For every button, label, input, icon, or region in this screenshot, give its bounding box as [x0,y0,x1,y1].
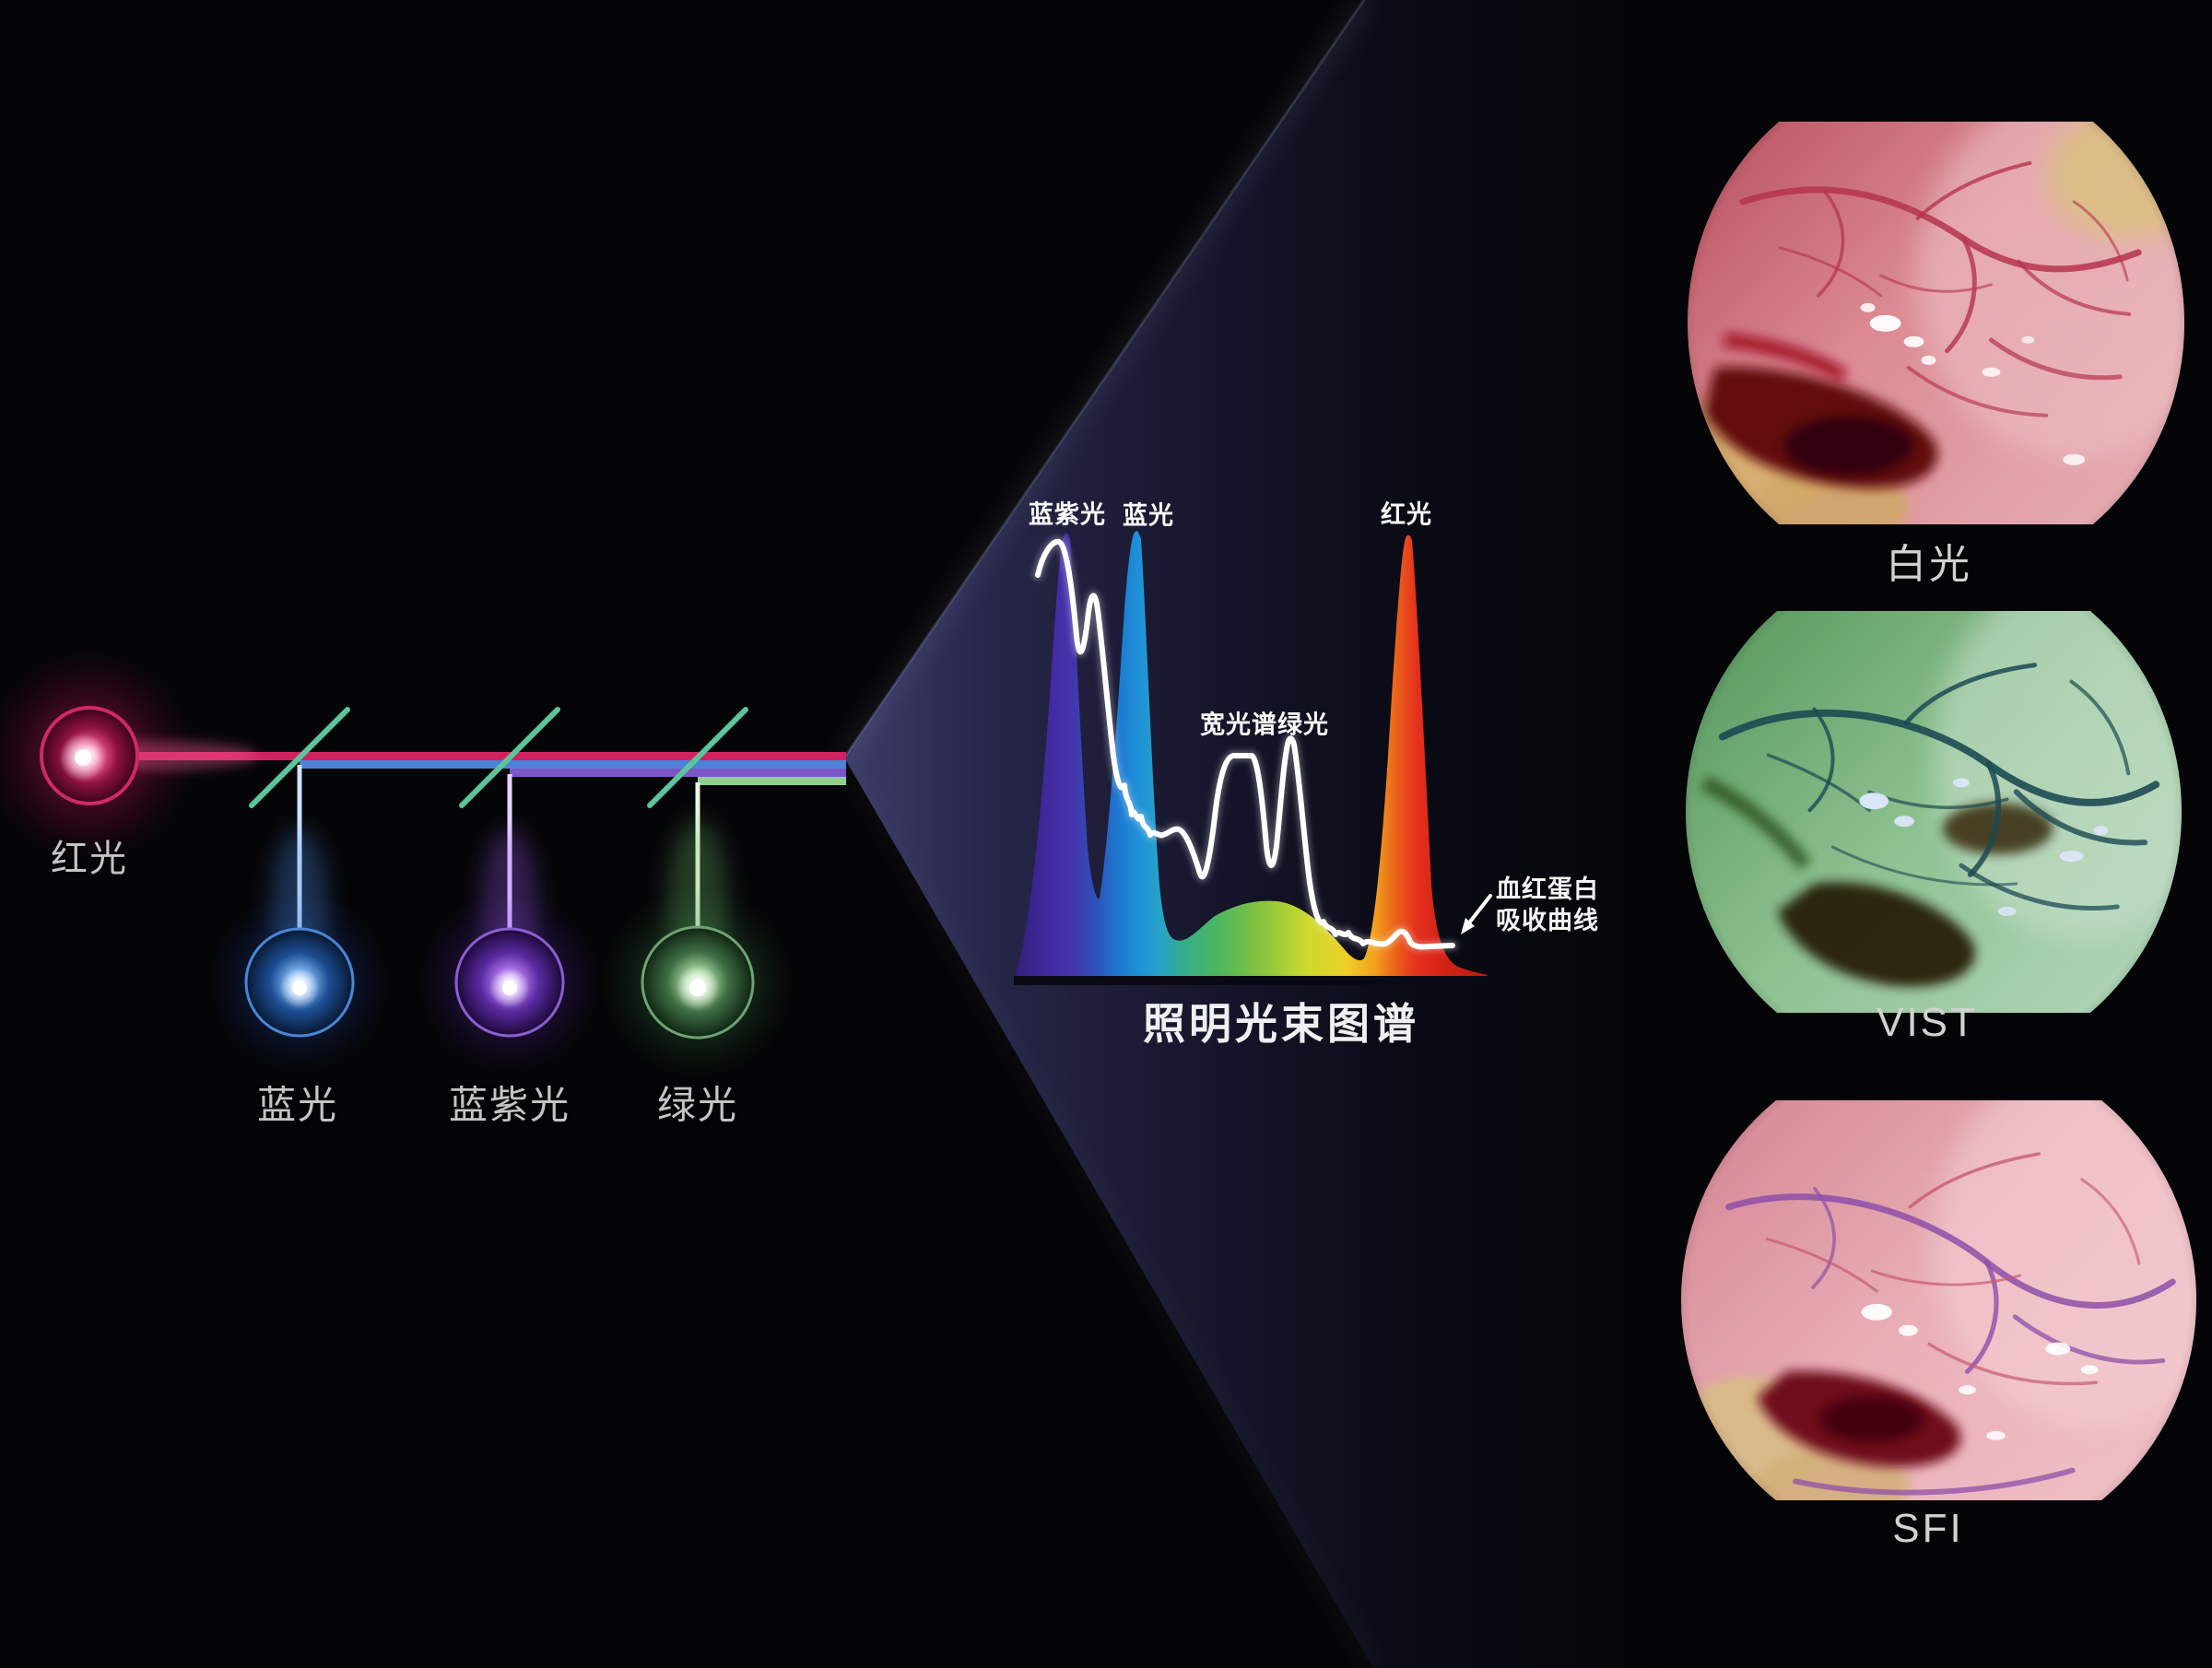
violet-source-label: 蓝紫光 [448,1083,571,1127]
hemoglobin-absorption-curve [1032,535,1458,953]
blue-beam [300,760,846,769]
hemoglobin-absorption-label: 血红蛋白 吸收曲线 [1496,874,1599,936]
illumination-spectrum [1014,531,1492,985]
blue-peak-label: 蓝光 [1123,501,1174,530]
violet-source-orb [418,829,602,1075]
vist-endoscopic-image [1686,611,2182,1013]
white-light-endoscopic-image [1688,122,2184,524]
panel-label-sfi: SFI [1892,1506,1964,1551]
blue-source-orb [207,829,392,1075]
endoscopy-panel-white-light [1688,122,2184,524]
mirror-blue [249,707,350,808]
violet-beam [510,769,846,777]
endoscopy-panel-sfi [1681,1100,2196,1500]
spectrum-silhouette [1014,531,1488,980]
blue-source-label: 蓝光 [256,1083,339,1127]
spectrum-baseline [1014,976,1488,985]
green-band-label: 宽光谱绿光 [1200,711,1329,739]
red-peak-label: 红光 [1381,500,1432,529]
hemoglobin-absorption-label-line2: 吸收曲线 [1496,907,1599,934]
green-beam [698,777,846,785]
hemoglobin-absorption-label-line1: 血红蛋白 [1496,875,1599,903]
red-beam [92,752,846,760]
spectrum-title: 照明光束图谱 [1143,1000,1419,1048]
dichroic-mirrors [249,707,748,808]
endoscopy-panel-vist [1686,611,2182,1013]
panel-label-vist: VIST [1877,1000,1978,1045]
projection-cone [839,0,1668,1668]
green-source-label: 绿光 [656,1083,739,1127]
violet-peak-label: 蓝紫光 [1029,500,1106,529]
sfi-endoscopic-image [1681,1100,2196,1500]
cone-top-edge-glow [839,0,1370,761]
mirror-violet [459,707,560,808]
green-source-orb [601,820,794,1079]
red-source-orb [0,650,258,862]
absorption-annotation-arrow [1461,894,1492,934]
panel-label-white-light: 白光 [1886,542,1972,587]
mirror-green [647,707,748,808]
red-source-label: 红光 [51,839,128,879]
cone-bottom-edge-glow [840,755,1378,1668]
